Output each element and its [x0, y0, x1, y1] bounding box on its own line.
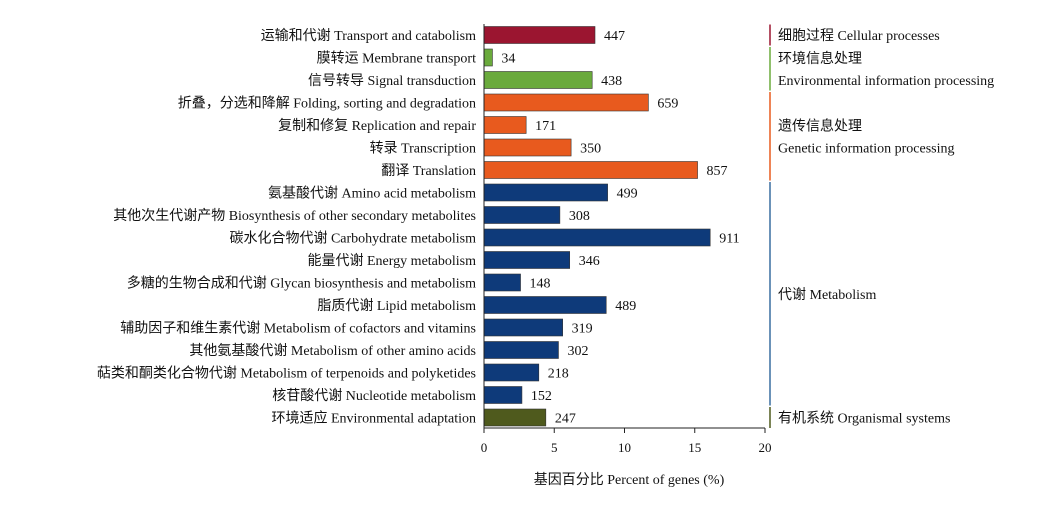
bar	[483, 183, 608, 202]
bar	[483, 26, 596, 44]
category-label: 氨基酸代谢 Amino acid metabolism	[268, 185, 476, 202]
group-label: Genetic information processing	[778, 141, 955, 156]
bar	[483, 93, 649, 112]
bar-value-label: 302	[567, 344, 588, 359]
bar-value-label: 346	[579, 254, 600, 269]
bar	[483, 161, 698, 179]
category-labels-layer: 运输和代谢 Transport and catabolism 膜转运 Membra…	[97, 28, 476, 427]
category-label: 脂质代谢 Lipid metabolism	[317, 298, 476, 314]
bar-value-label: 438	[601, 74, 622, 89]
bar-value-label: 308	[569, 209, 590, 224]
bar-value-label: 148	[530, 277, 551, 292]
x-tick-label: 15	[688, 440, 701, 455]
bar-value-label: 499	[617, 187, 638, 202]
bar	[483, 251, 571, 269]
group-label: Environmental information processing	[778, 74, 994, 89]
bar-value-label: 447	[604, 29, 625, 44]
bar-value-label: 857	[707, 164, 728, 179]
bar-value-label: 489	[615, 299, 636, 314]
bar	[483, 318, 563, 337]
category-label: 复制和修复 Replication and repair	[278, 117, 476, 134]
bar-value-label: 218	[548, 367, 569, 382]
bar	[483, 341, 559, 359]
group-label: 有机系统 Organismal systems	[778, 411, 950, 427]
bar-value-label: 171	[535, 119, 556, 134]
bar-value-label: 659	[657, 97, 678, 112]
category-label: 能量代谢 Energy metabolism	[308, 253, 477, 269]
group-label: 代谢 Metabolism	[778, 287, 876, 303]
bar-value-label: 34	[501, 52, 515, 67]
bars-layer	[483, 26, 711, 427]
bar	[483, 48, 493, 67]
x-axis: 0 5 10 15 20	[481, 24, 772, 455]
x-axis-title: 基因百分比 Percent of genes (%)	[534, 471, 725, 488]
bar	[483, 228, 711, 247]
category-label: 转录 Transcription	[370, 141, 476, 157]
bar	[483, 116, 527, 134]
bar	[483, 363, 540, 382]
value-labels-layer: 447 34 438 659 171 350 857 499 308 911 346 148 489 31…	[501, 29, 739, 427]
bar-value-label: 319	[572, 322, 593, 337]
x-tick-label: 5	[551, 440, 558, 455]
category-label: 核苷酸代谢 Nucleotide metabolism	[272, 388, 476, 404]
category-label: 膜转运 Membrane transport	[317, 51, 477, 67]
bar-value-label: 247	[555, 412, 576, 427]
category-label: 环境适应 Environmental adaptation	[271, 410, 476, 427]
category-label: 其他次生代谢产物 Biosynthesis of other secondary…	[113, 208, 476, 224]
x-tick-label: 0	[481, 440, 488, 455]
category-label: 运输和代谢 Transport and catabolism	[261, 28, 476, 44]
bar	[483, 71, 593, 89]
category-label: 折叠，分选和降解 Folding, sorting and degradatio…	[178, 96, 476, 112]
bar-value-label: 911	[719, 232, 739, 247]
bar-value-label: 350	[580, 142, 601, 157]
category-label: 辅助因子和维生素代谢 Metabolism of cofactors and v…	[120, 321, 476, 337]
bar-value-label: 152	[531, 389, 552, 404]
category-label: 翻译 Translation	[381, 163, 476, 179]
bar	[483, 273, 521, 292]
bar	[483, 206, 561, 224]
category-label: 信号转导 Signal transduction	[308, 73, 476, 89]
x-tick-label: 20	[759, 440, 772, 455]
group-label: 环境信息处理	[778, 50, 862, 67]
category-label: 其他氨基酸代谢 Metabolism of other amino acids	[189, 342, 476, 359]
bar	[483, 138, 572, 157]
group-label: 细胞过程 Cellular processes	[778, 28, 940, 44]
group-brackets-layer: 细胞过程 Cellular processes 环境信息处理 Environment…	[769, 24, 994, 428]
category-label: 碳水化合物代谢 Carbohydrate metabolism	[229, 231, 476, 247]
bar	[483, 296, 607, 314]
bar	[483, 386, 523, 404]
x-tick-label: 10	[618, 440, 631, 455]
category-label: 萜类和酮类化合物代谢 Metabolism of terpenoids and …	[97, 366, 476, 382]
category-label: 多糖的生物合成和代谢 Glycan biosynthesis and metab…	[127, 275, 476, 292]
bar	[483, 408, 547, 427]
group-label: 遗传信息处理	[778, 117, 862, 134]
